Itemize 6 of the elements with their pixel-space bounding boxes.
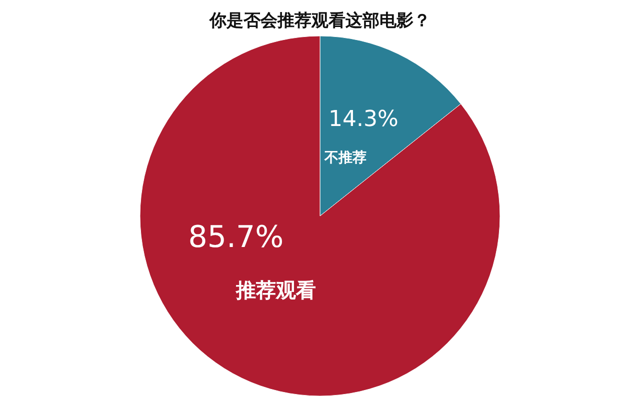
pie-slice xyxy=(140,36,500,396)
slice-label: 推荐观看 xyxy=(234,278,316,302)
slice-label: 不推荐 xyxy=(323,150,366,166)
chart-title: 你是否会推荐观看这部电影？ xyxy=(208,11,430,31)
data-label: 14.3% xyxy=(328,106,398,132)
data-label: 85.7% xyxy=(188,220,284,256)
